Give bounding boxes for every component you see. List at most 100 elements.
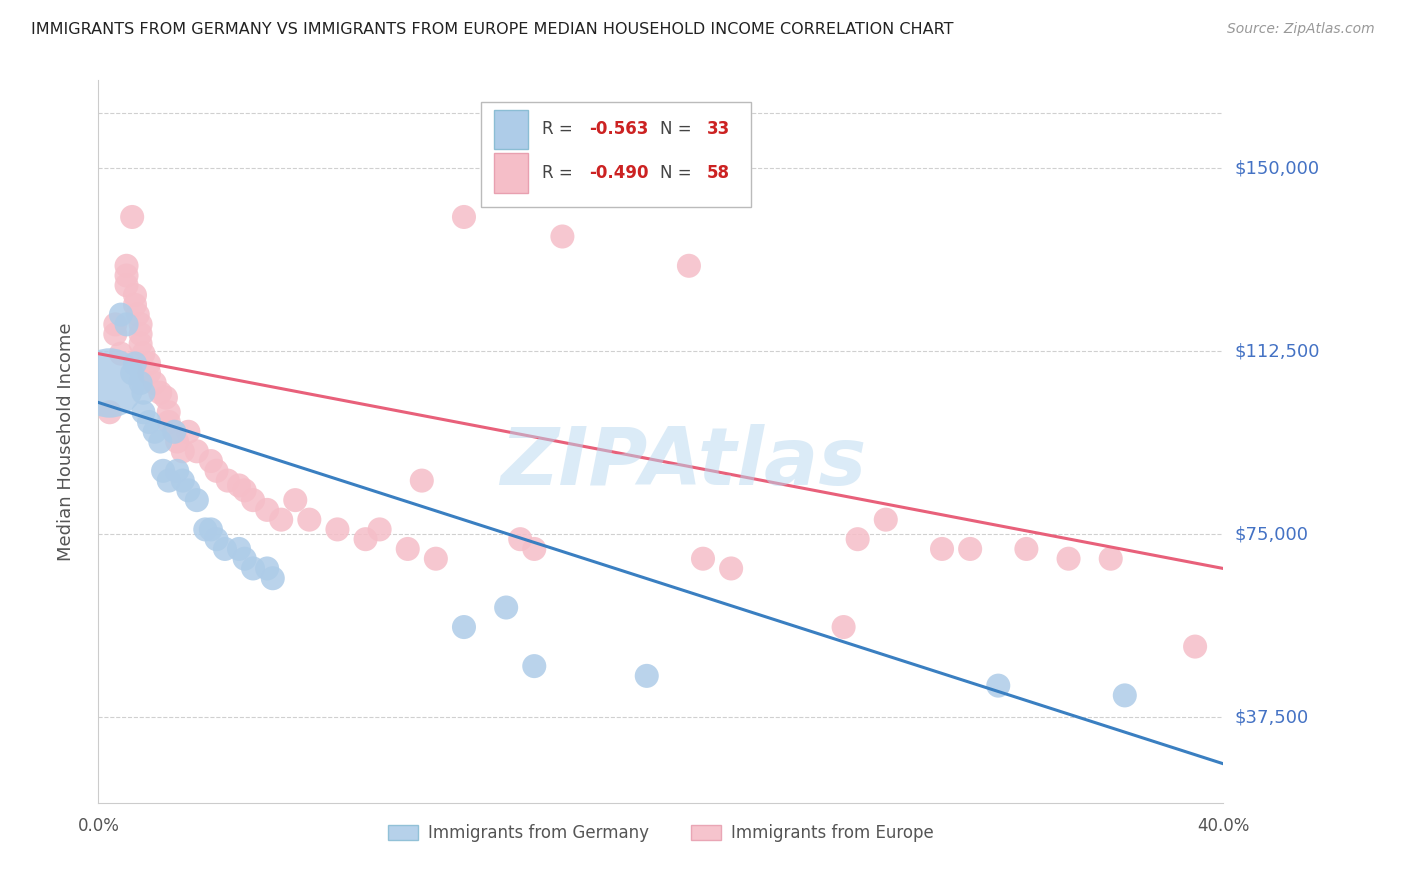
Point	[326, 523, 349, 537]
Point	[157, 405, 180, 419]
Point	[846, 532, 869, 546]
Point	[214, 541, 236, 556]
Point	[987, 679, 1010, 693]
Point	[453, 620, 475, 634]
Point	[242, 561, 264, 575]
Point	[98, 376, 121, 390]
Legend: Immigrants from Germany, Immigrants from Europe: Immigrants from Germany, Immigrants from…	[381, 817, 941, 848]
Point	[1184, 640, 1206, 654]
Point	[98, 405, 121, 419]
Point	[636, 669, 658, 683]
Point	[233, 483, 256, 498]
Point	[228, 478, 250, 492]
Point	[172, 474, 194, 488]
Point	[172, 444, 194, 458]
Point	[678, 259, 700, 273]
Point	[523, 541, 546, 556]
Point	[121, 210, 143, 224]
Point	[551, 229, 574, 244]
Text: 40.0%: 40.0%	[1197, 817, 1250, 835]
Point	[1114, 689, 1136, 703]
Point	[163, 425, 186, 439]
Point	[138, 366, 160, 380]
Point	[205, 532, 228, 546]
Point	[163, 425, 186, 439]
Point	[115, 318, 138, 332]
Point	[509, 532, 531, 546]
Text: IMMIGRANTS FROM GERMANY VS IMMIGRANTS FROM EUROPE MEDIAN HOUSEHOLD INCOME CORREL: IMMIGRANTS FROM GERMANY VS IMMIGRANTS FR…	[31, 22, 953, 37]
Text: $112,500: $112,500	[1234, 343, 1320, 360]
Text: 33: 33	[707, 120, 730, 138]
Point	[186, 493, 208, 508]
Point	[233, 551, 256, 566]
Point	[129, 318, 152, 332]
Point	[228, 541, 250, 556]
Point	[124, 356, 146, 370]
Point	[115, 259, 138, 273]
Point	[143, 425, 166, 439]
Point	[132, 385, 155, 400]
Text: Source: ZipAtlas.com: Source: ZipAtlas.com	[1227, 22, 1375, 37]
Point	[931, 541, 953, 556]
Text: 0.0%: 0.0%	[77, 817, 120, 835]
Point	[262, 571, 284, 585]
Text: R =: R =	[541, 164, 578, 182]
Point	[194, 523, 217, 537]
Point	[368, 523, 391, 537]
Text: N =: N =	[659, 164, 696, 182]
Point	[115, 268, 138, 283]
Text: -0.490: -0.490	[589, 164, 648, 182]
Point	[152, 464, 174, 478]
Point	[177, 483, 200, 498]
Point	[129, 337, 152, 351]
Point	[256, 503, 278, 517]
Text: 58: 58	[707, 164, 730, 182]
Text: -0.563: -0.563	[589, 120, 648, 138]
Point	[959, 541, 981, 556]
FancyBboxPatch shape	[481, 102, 751, 207]
Point	[354, 532, 377, 546]
Point	[124, 298, 146, 312]
Point	[110, 308, 132, 322]
Point	[143, 376, 166, 390]
Point	[110, 346, 132, 360]
Point	[453, 210, 475, 224]
Bar	[495, 153, 529, 193]
Point	[495, 600, 517, 615]
Point	[149, 434, 172, 449]
Point	[149, 385, 172, 400]
Point	[121, 366, 143, 380]
Point	[129, 327, 152, 342]
Point	[832, 620, 855, 634]
Point	[166, 464, 188, 478]
Point	[1099, 551, 1122, 566]
Point	[157, 415, 180, 429]
Point	[720, 561, 742, 575]
Point	[298, 513, 321, 527]
Point	[200, 523, 222, 537]
Point	[138, 415, 160, 429]
Point	[115, 278, 138, 293]
Point	[1057, 551, 1080, 566]
Text: $75,000: $75,000	[1234, 525, 1309, 543]
Point	[200, 454, 222, 468]
Text: $150,000: $150,000	[1234, 159, 1319, 178]
Point	[242, 493, 264, 508]
Bar	[495, 110, 529, 149]
Point	[523, 659, 546, 673]
Point	[138, 356, 160, 370]
Point	[104, 327, 127, 342]
Point	[411, 474, 433, 488]
Point	[270, 513, 292, 527]
Text: N =: N =	[659, 120, 696, 138]
Point	[104, 318, 127, 332]
Point	[129, 376, 152, 390]
Point	[692, 551, 714, 566]
Point	[132, 346, 155, 360]
Point	[157, 474, 180, 488]
Text: $37,500: $37,500	[1234, 708, 1309, 726]
Text: R =: R =	[541, 120, 578, 138]
Point	[132, 405, 155, 419]
Point	[155, 391, 177, 405]
Point	[124, 288, 146, 302]
